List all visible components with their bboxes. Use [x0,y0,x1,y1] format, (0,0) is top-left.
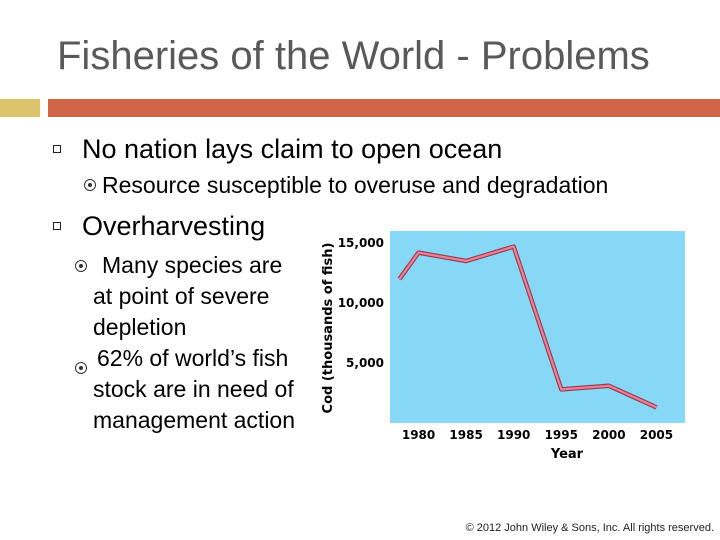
data-point [465,260,468,262]
data-point [398,278,401,280]
data-point [607,384,610,387]
x-tick-label: 1990 [497,428,530,442]
sub-bullet-target-icon [84,179,96,191]
x-tick-label: 2005 [640,428,673,442]
sub-bullet-target-icon [75,362,87,374]
data-point [512,245,515,248]
x-tick-label: 1985 [449,428,482,442]
sub-bullet-target-icon [75,260,87,272]
bullet-1-sub-1: Resource susceptible to overuse and degr… [102,172,609,198]
slide-title: Fisheries of the World - Problems [57,34,650,78]
bullet-2-sub-1: Many species are at point of severe depl… [93,252,283,340]
y-tick-label: 10,000 [338,296,384,310]
bullet-2-text: Overharvesting [82,211,266,241]
cod-population-chart: 5,000 10,000 15,000 1980 1985 1990 1995 2000 20… [321,231,685,462]
bullet-2-sub-2: 62% of world’s fish stock are in need of… [93,345,296,433]
x-tick-label: 2000 [592,428,625,442]
bullet-2-sub-list: Many species are at point of severe depl… [93,250,303,436]
x-axis-label: Year [550,447,584,462]
title-accent-bar-left [0,99,40,117]
y-tick-label: 5,000 [346,356,384,370]
x-tick-label: 1980 [402,428,435,442]
bullet-square-icon [53,145,61,153]
y-axis-label: Cod (thousands of fish) [321,243,336,414]
x-tick-label: 1995 [545,428,578,442]
title-accent-bar [48,99,720,117]
plot-area [390,231,685,423]
data-point [655,406,658,409]
data-point [417,251,420,254]
bullet-1-text: No nation lays claim to open ocean [82,134,503,164]
data-point [560,388,563,391]
bullet-square-icon [53,222,61,230]
y-tick-label: 15,000 [338,236,384,250]
copyright-text: © 2012 John Wiley & Sons, Inc. All right… [465,522,714,534]
